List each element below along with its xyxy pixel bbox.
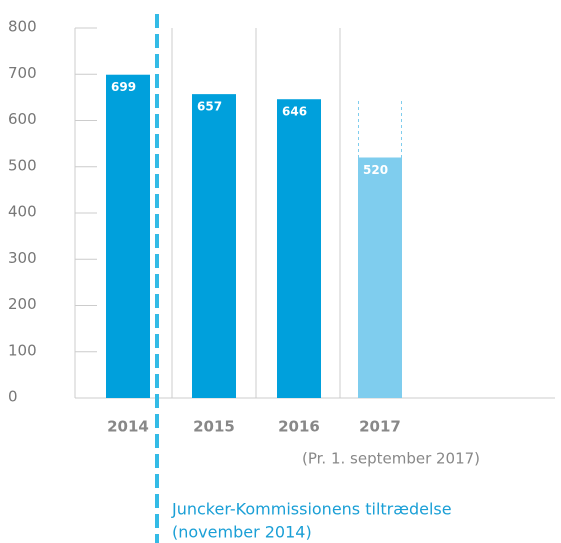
x-tick-label: 2014 [107,418,149,436]
annotation: (november 2014) [172,523,312,542]
annotation: Juncker-Kommissionens tiltrædelse [171,500,452,519]
y-tick-label: 600 [8,110,37,128]
y-tick-label: 400 [8,203,37,221]
y-tick-label: 700 [8,64,37,82]
bar [192,94,236,398]
y-tick-label: 800 [8,18,37,36]
x-tick-label: 2017 [359,418,401,436]
bar [277,99,321,398]
y-tick-label: 300 [8,249,37,267]
value-label: 520 [363,163,388,177]
y-tick-label: 100 [8,341,37,359]
x-tick-label: 2015 [193,418,235,436]
value-label: 657 [197,100,222,114]
x-tick-label: 2016 [278,418,320,436]
bar [106,74,150,399]
y-tick-label: 500 [8,156,37,174]
y-tick-label: 0 [8,388,18,406]
value-label: 699 [111,80,136,94]
value-label: 646 [282,105,307,119]
note: (Pr. 1. september 2017) [302,450,480,468]
y-tick-label: 200 [8,295,37,313]
bar [358,157,402,398]
